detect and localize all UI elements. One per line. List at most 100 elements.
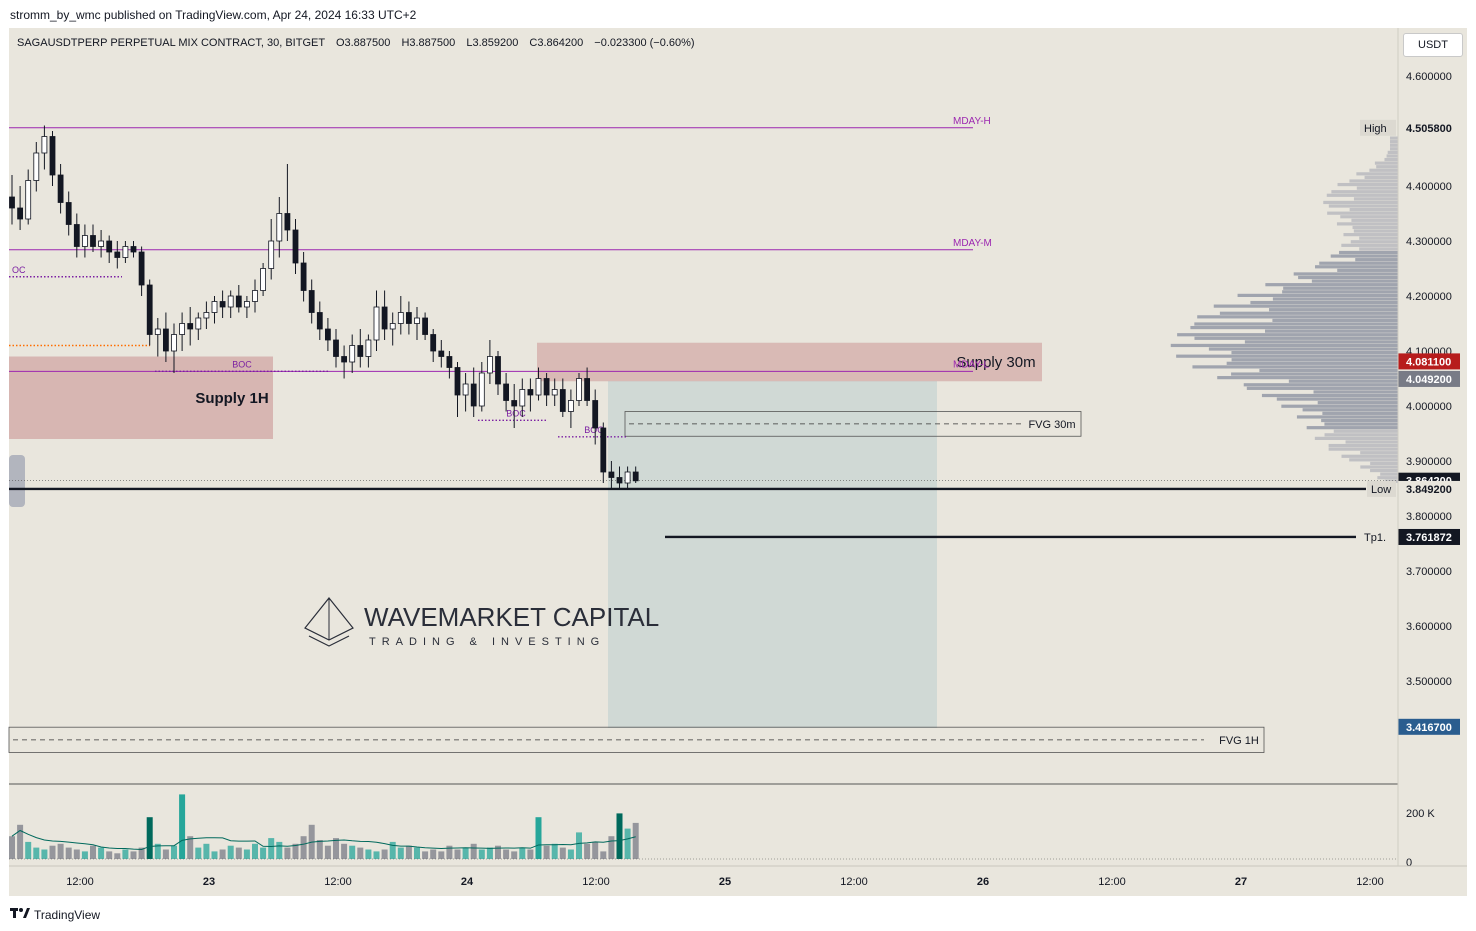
candle-down	[341, 356, 348, 363]
candle-down	[130, 246, 137, 253]
volume-bar	[130, 851, 137, 859]
time-tick: 26	[977, 876, 989, 888]
volume-profile-bar	[1380, 472, 1398, 476]
volume-profile-bar	[1281, 404, 1398, 408]
candle-down	[584, 378, 590, 401]
candle-up	[397, 312, 404, 324]
volume-profile-bar	[1327, 211, 1398, 215]
volume-bar	[527, 849, 534, 859]
volume-bar	[316, 840, 323, 859]
volume-bar	[470, 843, 477, 859]
price-label-value: 4.049200	[1406, 374, 1452, 386]
candle-down	[454, 367, 461, 396]
volume-profile-bar	[1176, 354, 1398, 358]
candle-down	[600, 427, 607, 473]
volume-profile-bar	[1331, 190, 1398, 194]
volume-profile-bar	[1265, 283, 1398, 287]
candle-up	[25, 180, 32, 220]
candle-up	[624, 471, 631, 484]
volume-bar	[98, 847, 105, 859]
volume-bar	[146, 817, 153, 859]
candle-down	[187, 323, 194, 330]
volume-profile-bar	[1377, 476, 1398, 480]
volume-profile-bar	[1208, 347, 1398, 351]
volume-profile-bar	[1244, 340, 1398, 344]
price-tick: 4.000000	[1406, 401, 1452, 413]
volume-bar	[543, 845, 550, 859]
candles-layer	[9, 125, 639, 489]
supply-30m-label: Supply 30m	[956, 354, 1035, 371]
volume-bar	[49, 845, 56, 859]
price-label-box	[1398, 119, 1460, 136]
volume-profile-bar	[1321, 418, 1398, 423]
volume-profile-bar	[1328, 447, 1398, 451]
volume-profile-bar	[1231, 351, 1398, 355]
volume-profile-bar	[1194, 336, 1398, 340]
volume-profile-bar	[1243, 383, 1398, 387]
volume-bar	[122, 849, 129, 859]
candle-down	[438, 350, 445, 357]
volume-profile-bar	[1276, 397, 1398, 401]
volume-bar	[138, 847, 145, 859]
boc-label: BOC	[232, 359, 252, 369]
candle-up	[478, 372, 485, 407]
volume-profile-bar	[1356, 186, 1398, 190]
candle-down	[114, 251, 121, 258]
candle-up	[576, 378, 582, 401]
tradingview-brand[interactable]: TradingView	[10, 907, 100, 922]
volume-bar	[486, 847, 493, 859]
candle-up	[389, 323, 396, 330]
volume-bar	[576, 832, 582, 859]
price-tick: 4.300000	[1406, 236, 1452, 248]
price-tick: 4.200000	[1406, 291, 1452, 303]
volume-bar	[511, 851, 518, 859]
candle-down	[357, 345, 364, 357]
legend-open: O3.887500	[336, 37, 390, 49]
candle-up	[535, 378, 542, 396]
candle-up	[568, 400, 574, 412]
candle-down	[503, 383, 510, 401]
volume-profile-bar	[1390, 143, 1398, 147]
time-tick: 27	[1235, 876, 1247, 888]
volume-bar	[365, 849, 372, 859]
volume-bar	[179, 794, 186, 859]
time-tick: 24	[461, 876, 474, 888]
volume-profile-bar	[1283, 286, 1398, 290]
volume-bar	[624, 828, 631, 859]
candle-up	[373, 306, 380, 341]
price-label-value: 4.505800	[1406, 123, 1452, 135]
volume-bar	[462, 847, 469, 859]
volume-profile-bar	[1356, 172, 1398, 176]
volume-profile-bar	[1343, 233, 1398, 237]
volume-axis-label: 0	[1406, 857, 1412, 869]
volume-bar	[154, 843, 161, 859]
volume-profile-bar	[1313, 390, 1398, 394]
volume-bar	[252, 843, 258, 859]
volume-profile-bar	[1386, 154, 1398, 158]
volume-bar	[324, 845, 331, 859]
volume-bar	[584, 843, 591, 859]
published-by-text: stromm_by_wmc published on TradingView.c…	[10, 8, 417, 22]
volume-bar	[405, 845, 412, 859]
volume-profile-bar	[1349, 179, 1398, 183]
volume-profile-bar	[1194, 322, 1398, 326]
volume-profile-bar	[1288, 379, 1398, 383]
volume-profile-bar	[1352, 225, 1398, 230]
volume-bar	[438, 851, 445, 859]
price-label-box	[1398, 718, 1460, 735]
volume-profile-bar	[1374, 161, 1398, 165]
volume-profile-bar	[1250, 300, 1398, 305]
candle-down	[9, 196, 15, 209]
volume-bar	[9, 836, 15, 859]
boc-label: OC	[12, 265, 26, 275]
volume-profile-bar	[1298, 275, 1398, 280]
candle-down	[162, 328, 169, 352]
currency-button[interactable]: USDT	[1403, 33, 1463, 57]
volume-profile-bar	[1314, 436, 1398, 440]
volume-bar	[503, 849, 510, 859]
candle-down	[73, 224, 80, 247]
candle-down	[138, 251, 145, 286]
volume-profile-bar	[1302, 408, 1398, 412]
price-tick: 4.600000	[1406, 71, 1452, 83]
